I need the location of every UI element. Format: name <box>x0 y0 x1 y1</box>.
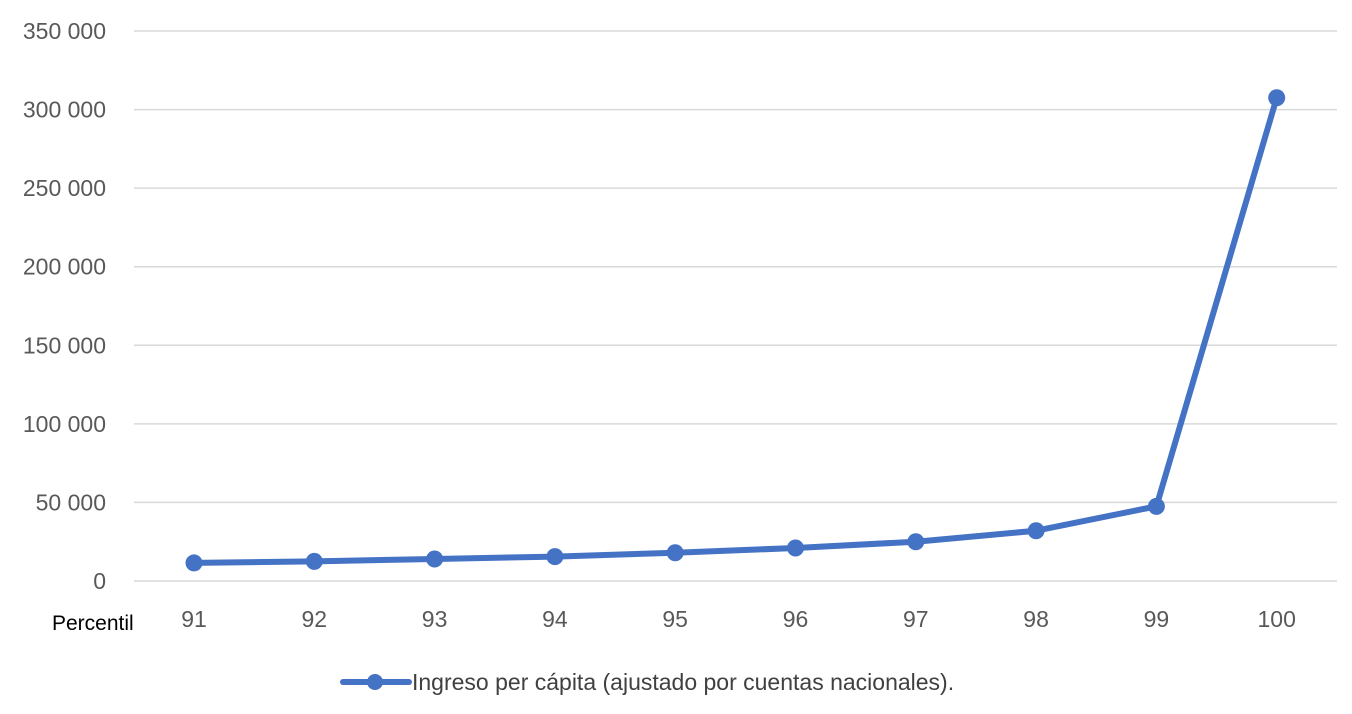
x-tick-label: 91 <box>181 606 207 632</box>
x-tick-label: 96 <box>783 606 809 632</box>
x-tick-label: 92 <box>302 606 328 632</box>
y-tick-label: 300 000 <box>23 97 106 123</box>
y-axis-tick-labels: 0 50 000 100 000 150 000 200 000 250 000 300 0… <box>23 18 106 594</box>
series-line <box>191 94 1280 566</box>
x-tick-label: 93 <box>422 606 448 632</box>
x-axis-tick-labels: 91 92 93 94 95 96 97 98 99 100 <box>181 606 1296 632</box>
data-point-marker <box>907 533 925 551</box>
data-point-marker <box>787 539 804 557</box>
data-series <box>185 89 1286 572</box>
y-tick-label: 0 <box>93 568 106 594</box>
y-tick-label: 150 000 <box>23 332 106 358</box>
x-tick-label: 100 <box>1258 606 1296 632</box>
data-point-marker <box>185 554 203 572</box>
data-point-marker <box>666 544 684 562</box>
legend-marker-icon <box>367 674 383 690</box>
y-tick-label: 200 000 <box>23 254 106 280</box>
x-tick-label: 98 <box>1023 606 1049 632</box>
x-tick-label: 99 <box>1144 606 1170 632</box>
legend-label: Ingreso per cápita (ajustado por cuentas… <box>412 669 954 695</box>
x-tick-label: 95 <box>662 606 688 632</box>
y-tick-label: 250 000 <box>23 175 106 201</box>
x-axis-title: Percentil <box>52 612 134 635</box>
y-tick-label: 350 000 <box>23 18 106 44</box>
y-tick-label: 100 000 <box>23 411 106 437</box>
y-tick-label: 50 000 <box>36 489 106 515</box>
data-point-marker <box>426 550 444 568</box>
data-point-marker <box>1027 522 1045 540</box>
x-tick-label: 97 <box>903 606 929 632</box>
data-point-marker <box>1147 497 1165 515</box>
data-point-marker <box>546 548 564 566</box>
data-point-marker <box>305 552 323 570</box>
data-point-marker <box>1268 89 1286 107</box>
x-tick-label: 94 <box>542 606 568 632</box>
gridlines <box>134 30 1337 582</box>
legend: Ingreso per cápita (ajustado por cuentas… <box>340 669 954 695</box>
